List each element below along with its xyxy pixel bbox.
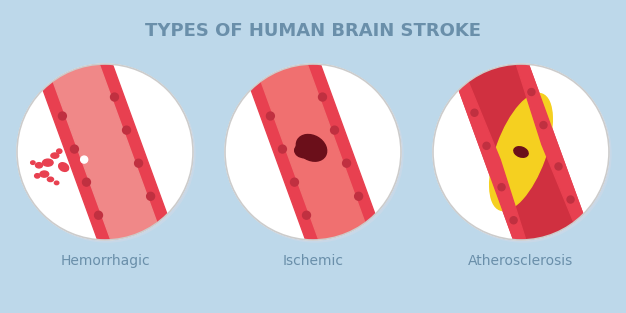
Circle shape xyxy=(19,66,195,242)
Ellipse shape xyxy=(48,177,54,182)
Circle shape xyxy=(111,93,118,101)
Circle shape xyxy=(58,112,66,120)
Circle shape xyxy=(540,121,547,129)
Ellipse shape xyxy=(31,161,35,164)
Ellipse shape xyxy=(490,94,552,211)
Circle shape xyxy=(227,66,403,242)
Polygon shape xyxy=(444,23,598,280)
Ellipse shape xyxy=(51,153,59,158)
Ellipse shape xyxy=(43,159,53,166)
Text: TYPES OF HUMAN BRAIN STROKE: TYPES OF HUMAN BRAIN STROKE xyxy=(145,22,481,40)
Polygon shape xyxy=(248,28,378,276)
Circle shape xyxy=(83,178,90,186)
Circle shape xyxy=(342,159,351,167)
Circle shape xyxy=(135,159,143,167)
Circle shape xyxy=(95,211,103,219)
Circle shape xyxy=(123,126,130,134)
Ellipse shape xyxy=(40,171,49,177)
Circle shape xyxy=(555,163,562,170)
Circle shape xyxy=(225,64,401,240)
Circle shape xyxy=(302,211,310,219)
Ellipse shape xyxy=(295,143,314,158)
Ellipse shape xyxy=(59,163,69,172)
Text: Atherosclerosis: Atherosclerosis xyxy=(468,254,573,268)
Text: Ischemic: Ischemic xyxy=(282,254,344,268)
Circle shape xyxy=(71,145,78,153)
Circle shape xyxy=(567,196,574,203)
Text: Hemorrhagic: Hemorrhagic xyxy=(60,254,150,268)
Ellipse shape xyxy=(56,149,62,153)
Ellipse shape xyxy=(514,147,528,157)
Polygon shape xyxy=(28,23,182,280)
Circle shape xyxy=(355,192,362,200)
Circle shape xyxy=(528,89,535,95)
Circle shape xyxy=(433,64,609,240)
Circle shape xyxy=(279,145,287,153)
Circle shape xyxy=(435,66,611,242)
Ellipse shape xyxy=(34,174,40,178)
Ellipse shape xyxy=(54,181,59,185)
Circle shape xyxy=(510,217,517,224)
Circle shape xyxy=(17,64,193,240)
Ellipse shape xyxy=(36,163,43,168)
Circle shape xyxy=(146,192,155,200)
Polygon shape xyxy=(236,23,390,280)
Circle shape xyxy=(471,109,478,116)
Circle shape xyxy=(81,156,88,163)
Ellipse shape xyxy=(296,135,327,161)
Circle shape xyxy=(290,178,299,186)
Polygon shape xyxy=(454,27,587,277)
Circle shape xyxy=(267,112,274,120)
Polygon shape xyxy=(444,45,538,280)
Circle shape xyxy=(483,142,490,149)
Polygon shape xyxy=(505,23,598,259)
Circle shape xyxy=(331,126,339,134)
Polygon shape xyxy=(39,28,170,276)
Circle shape xyxy=(319,93,326,101)
Circle shape xyxy=(498,184,505,191)
